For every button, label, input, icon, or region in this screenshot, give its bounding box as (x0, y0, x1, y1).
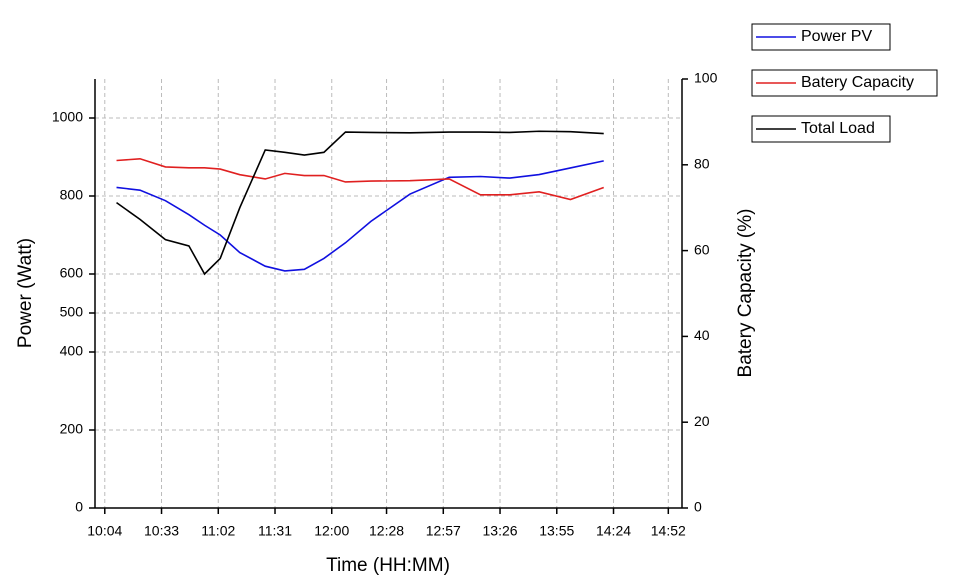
x-tick-label: 14:52 (651, 523, 686, 539)
x-axis-label: Time (HH:MM) (326, 555, 450, 576)
legend-box (751, 115, 891, 143)
y-tick-label: 400 (60, 343, 84, 359)
x-tick-label: 12:28 (369, 523, 404, 539)
x-tick-label: 12:00 (314, 523, 349, 539)
y2-axis-label: Batery Capacity (%) (735, 209, 756, 378)
y2-tick-label: 40 (694, 327, 710, 343)
y-tick-label: 800 (60, 187, 84, 203)
line (116, 160, 604, 272)
line (116, 157, 605, 201)
x-tick-label: 14:24 (596, 523, 631, 539)
x-tick-label: 11:31 (258, 523, 292, 539)
x-tick-label: 13:55 (539, 523, 574, 539)
y2-tick-label: 20 (694, 413, 710, 429)
y-tick-label: 1000 (52, 109, 83, 125)
x-tick-label: 10:04 (87, 523, 122, 539)
y2-tick-label: 80 (694, 156, 710, 172)
y-axis-label: Power (Watt) (15, 238, 36, 348)
x-tick-label: 11:02 (201, 523, 235, 539)
y2-tick-label: 100 (694, 70, 718, 86)
line (116, 130, 604, 276)
y-tick-label: 500 (60, 304, 84, 320)
legend-label: Power PV (801, 28, 872, 45)
y-tick-label: 600 (60, 265, 84, 281)
legend-label: Batery Capacity (801, 74, 914, 91)
y2-tick-label: 0 (694, 499, 702, 515)
legend-box (751, 23, 891, 51)
y2-tick-label: 60 (694, 241, 710, 257)
y-tick-label: 0 (75, 499, 83, 515)
x-tick-label: 12:57 (426, 523, 461, 539)
x-tick-label: 13:26 (483, 523, 518, 539)
x-tick-label: 10:33 (144, 523, 179, 539)
legend-box (751, 69, 938, 97)
legend-label: Total Load (801, 120, 875, 137)
y-tick-label: 200 (60, 421, 84, 437)
